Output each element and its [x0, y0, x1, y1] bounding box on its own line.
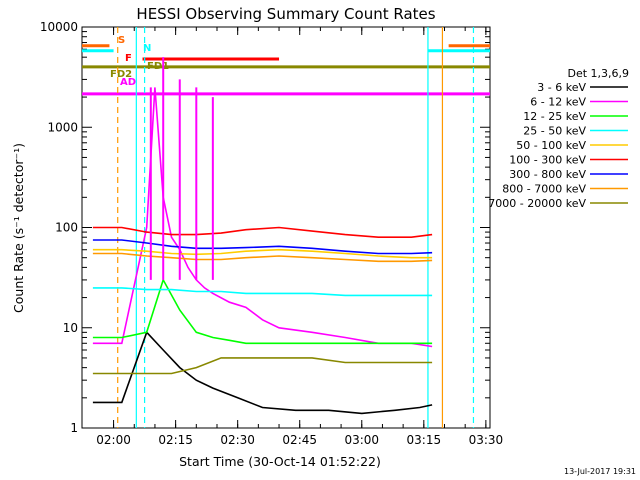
series-line	[92, 287, 433, 297]
legend-label: 300 - 800 keV	[509, 168, 586, 181]
series-line	[92, 239, 433, 255]
y-tick-label: 10	[63, 321, 78, 335]
x-tick-label: 02:00	[96, 433, 131, 447]
y-tick-label: 10000	[40, 20, 78, 34]
legend-label: 50 - 100 keV	[516, 139, 586, 152]
series-line	[92, 248, 433, 259]
series-line	[92, 87, 433, 348]
series-line	[92, 277, 433, 345]
x-tick-label: 02:45	[282, 433, 317, 447]
legend-label: 3 - 6 keV	[537, 81, 586, 94]
x-tick-label: 02:30	[220, 433, 255, 447]
series-line	[92, 330, 433, 415]
series-line	[92, 226, 433, 238]
footer-date: 13-Jul-2017 19:31	[564, 467, 636, 476]
legend-label: 12 - 25 keV	[523, 110, 586, 123]
legend-label: 6 - 12 keV	[530, 96, 586, 109]
attenuator-spikes	[149, 57, 214, 280]
series-lines	[92, 87, 433, 415]
flag-label: FD2	[110, 69, 132, 80]
series-line	[92, 252, 433, 263]
flag-label: FD1	[147, 61, 169, 72]
flag-label: S	[118, 35, 125, 46]
chart-title: HESSI Observing Summary Count Rates	[136, 5, 435, 23]
y-axis-label: Count Rate (s⁻¹ detector⁻¹)	[11, 143, 26, 313]
x-tick-label: 03:00	[344, 433, 379, 447]
y-axis: 1 10 100 1000 10000	[40, 20, 490, 435]
y-tick-label: 1	[70, 421, 78, 435]
x-tick-label: 02:15	[158, 433, 193, 447]
y-tick-label: 100	[55, 221, 78, 235]
flag-label: AD	[120, 77, 136, 88]
time-markers	[117, 27, 475, 428]
x-tick-label: 03:15	[407, 433, 442, 447]
legend-title: Det 1,3,6,9	[567, 67, 629, 80]
y-tick-label: 1000	[47, 120, 78, 134]
x-axis: 02:00 02:15 02:30 02:45 03:00 03:15 03:30	[96, 27, 503, 447]
legend-label: 100 - 300 keV	[509, 154, 586, 167]
flag-label: N	[143, 43, 151, 54]
x-axis-label: Start Time (30-Oct-14 01:52:22)	[179, 454, 381, 469]
x-tick-label: 03:30	[469, 433, 504, 447]
legend-label: 25 - 50 keV	[523, 125, 586, 138]
flag-label: F	[125, 53, 132, 64]
legend-label: 800 - 7000 keV	[502, 183, 586, 196]
series-line	[92, 357, 433, 375]
legend-label: 7000 - 20000 keV	[488, 197, 586, 210]
